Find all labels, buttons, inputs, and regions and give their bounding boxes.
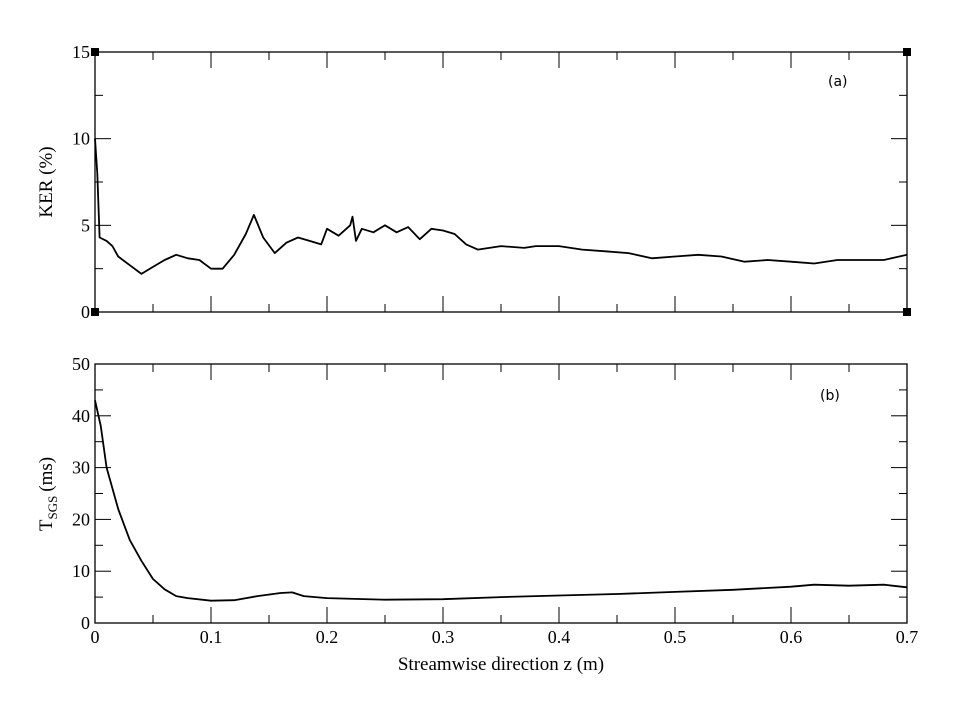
x-tick-label: 0.2 [316,627,339,647]
plot-frame [94,363,908,624]
y-tick-label: 0 [81,613,90,633]
y-label-sub: SGS [45,496,60,520]
y-axis-label-a: KER (%) [36,146,57,217]
corner-handle [91,48,99,56]
y-tick-label: 10 [72,129,90,149]
x-tick-label: 0.7 [896,627,919,647]
x-tick-label: 0.1 [200,627,223,647]
x-tick-label: 0.5 [664,627,687,647]
y-tick-label: 20 [72,509,90,529]
corner-handle [903,48,911,56]
panel-label-b: (b) [820,388,840,404]
plot-frame [94,51,908,313]
y-tick-label: 0 [81,302,90,322]
y-axis-label-b: TSGS (ms) [36,457,60,531]
y-label-unit: (ms) [36,457,57,492]
y-tick-label: 5 [81,215,90,235]
x-tick-label: 0 [91,627,100,647]
x-tick-label: 0.4 [548,627,571,647]
y-tick-label: 15 [72,42,90,62]
y-tick-label: 10 [72,561,90,581]
corner-handle [91,308,99,316]
corner-handle [903,308,911,316]
y-tick-label: 50 [72,354,90,374]
x-tick-label: 0.6 [780,627,803,647]
y-tick-label: 40 [72,406,90,426]
y-tick-label: 30 [72,458,90,478]
y-label-main: T [36,519,57,531]
x-axis-label: Streamwise direction z (m) [398,654,604,675]
panel-label-a: (a) [828,74,848,90]
series-line-ker [94,138,908,275]
series-line-t_sgs [94,400,908,602]
x-tick-label: 0.3 [432,627,455,647]
